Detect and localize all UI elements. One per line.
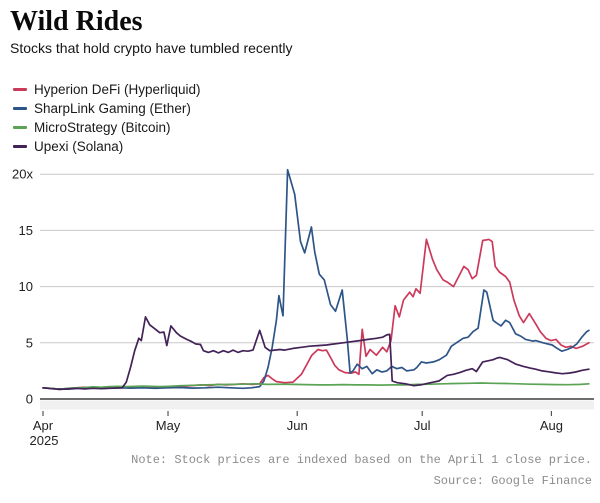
- legend-swatch-icon: [13, 107, 27, 110]
- legend-label: MicroStrategy (Bitcoin): [34, 120, 171, 135]
- x-axis-tick-label: Jul: [414, 418, 431, 433]
- series-line-4: [42, 316, 590, 391]
- y-axis-tick-label: 0: [26, 392, 33, 407]
- legend-swatch-icon: [13, 88, 27, 91]
- chart-legend: Hyperion DeFi (Hyperliquid) SharpLink Gam…: [13, 80, 201, 156]
- chart-footnotes: Note: Stock prices are indexed based on …: [131, 450, 592, 492]
- chart-note: Note: Stock prices are indexed based on …: [131, 453, 592, 467]
- legend-label: SharpLink Gaming (Ether): [34, 101, 191, 116]
- legend-item: MicroStrategy (Bitcoin): [13, 118, 201, 137]
- chart-subtitle: Stocks that hold crypto have tumbled rec…: [10, 40, 293, 56]
- legend-item: Hyperion DeFi (Hyperliquid): [13, 80, 201, 99]
- x-axis-tick-label: Apr: [33, 418, 54, 433]
- legend-swatch-icon: [13, 145, 27, 148]
- series-line-2: [42, 168, 590, 390]
- chart-source: Source: Google Finance: [433, 474, 592, 488]
- legend-item: SharpLink Gaming (Ether): [13, 99, 201, 118]
- legend-label: Upexi (Solana): [34, 139, 124, 154]
- y-axis-tick-label: 5: [26, 335, 33, 350]
- x-axis-tick-label: Jun: [287, 418, 308, 433]
- y-axis-tick-label: 20x: [12, 167, 33, 182]
- y-axis-tick-label: 15: [19, 223, 33, 238]
- axis-band: [40, 400, 594, 410]
- legend-swatch-icon: [13, 126, 27, 129]
- chart-title: Wild Rides: [10, 6, 143, 37]
- x-axis-tick-label: May: [156, 418, 181, 433]
- x-axis-year-label: 2025: [30, 433, 59, 448]
- legend-label: Hyperion DeFi (Hyperliquid): [34, 82, 201, 97]
- line-chart: 0 5 10 15 20x Apr 2025 May Jun Jul Aug: [0, 160, 600, 450]
- x-axis-tick-label: Aug: [540, 418, 563, 433]
- legend-item: Upexi (Solana): [13, 137, 201, 156]
- y-axis-tick-label: 10: [19, 279, 33, 294]
- series-line-3: [42, 382, 590, 391]
